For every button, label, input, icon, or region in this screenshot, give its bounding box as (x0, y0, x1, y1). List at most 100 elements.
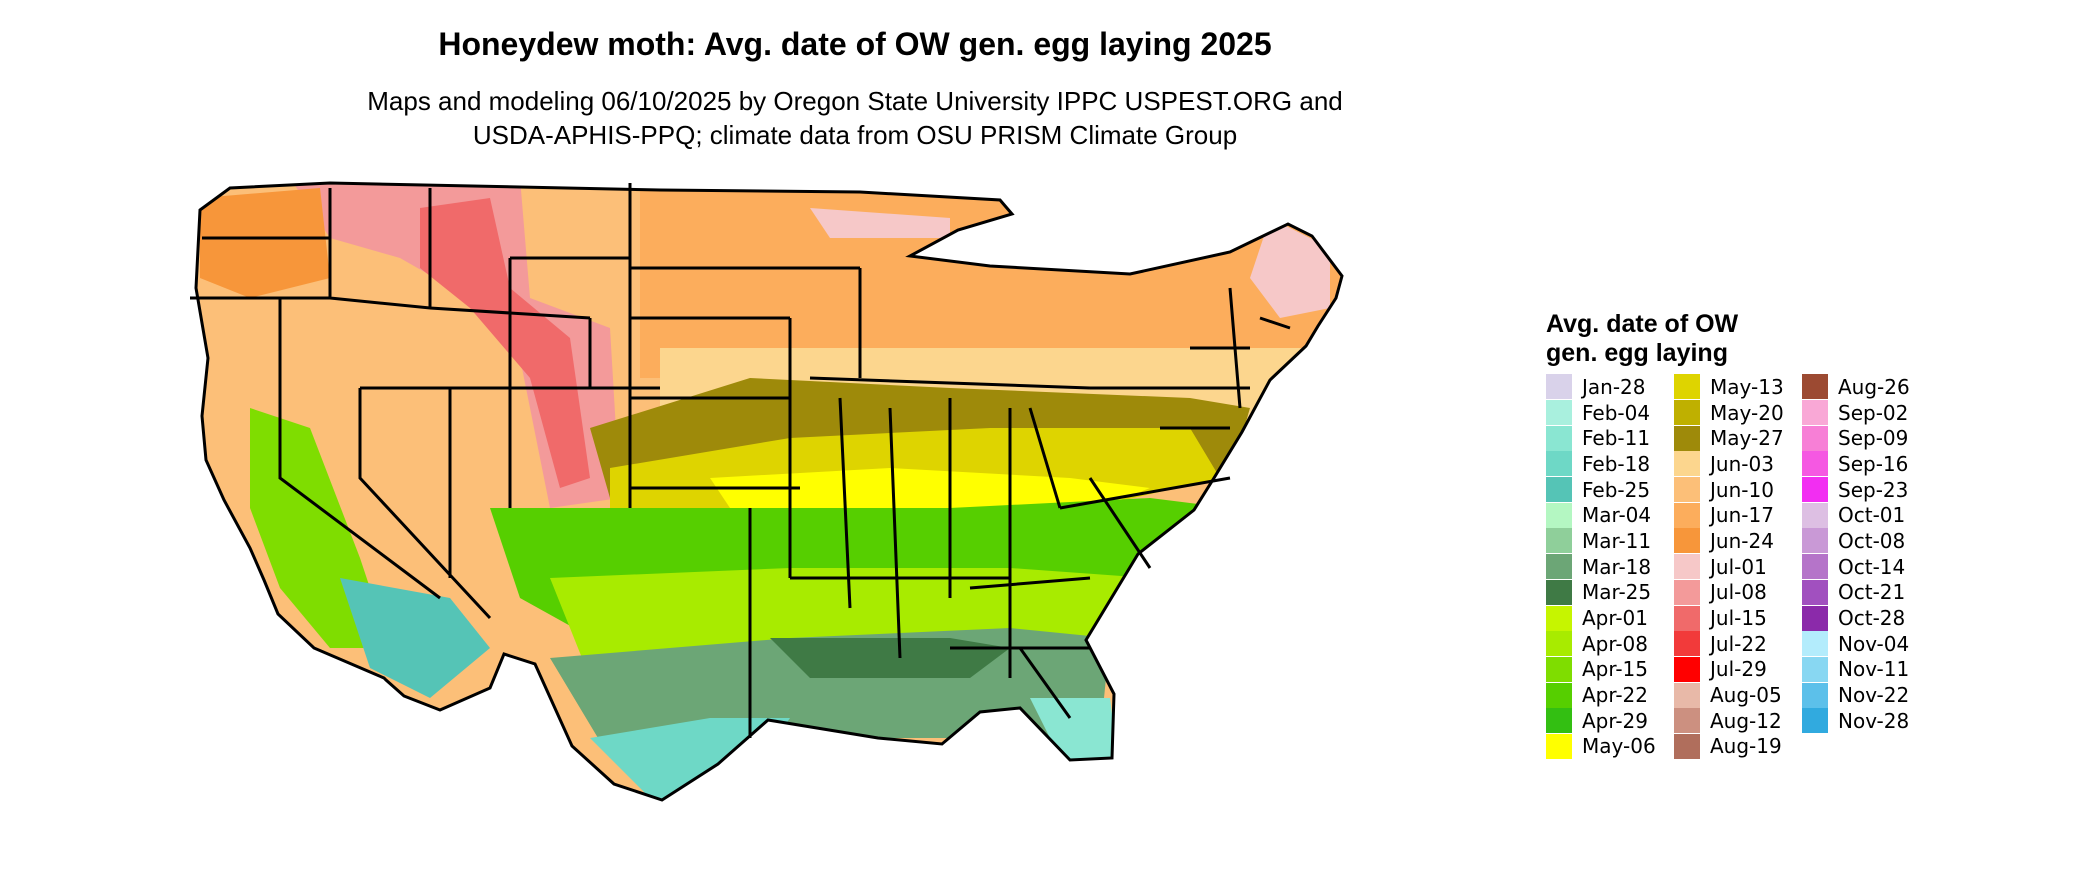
legend-label: Apr-22 (1582, 683, 1648, 708)
legend-swatch (1802, 631, 1828, 657)
legend-label: Feb-11 (1582, 426, 1651, 451)
legend-swatch (1802, 579, 1828, 605)
legend-swatch (1802, 425, 1828, 451)
legend-swatch (1546, 733, 1572, 759)
legend-item: Jul-22 (1674, 631, 1802, 657)
legend-item: Aug-12 (1674, 708, 1802, 734)
legend-item: Aug-05 (1674, 682, 1802, 708)
legend-item: Mar-25 (1546, 579, 1674, 606)
legend-swatch (1546, 374, 1572, 400)
map-title: Honeydew moth: Avg. date of OW gen. egg … (438, 26, 1272, 62)
legend-swatch (1674, 605, 1700, 631)
state-lines-west (190, 188, 660, 620)
legend-swatch (1802, 451, 1828, 477)
legend: Avg. date of OW gen. egg laying Jan-28 Fe… (1546, 310, 1930, 759)
legend-item: Oct-21 (1802, 579, 1930, 606)
legend-swatch (1674, 528, 1700, 554)
legend-swatch (1546, 502, 1572, 528)
legend-item: Aug-26 (1802, 374, 1930, 400)
march-dark (770, 638, 1010, 678)
legend-label: Aug-05 (1710, 683, 1782, 708)
legend-item: Apr-01 (1546, 605, 1674, 631)
legend-swatch (1802, 400, 1828, 426)
legend-item: May-13 (1674, 374, 1802, 400)
rockies-zone (290, 183, 620, 508)
legend-swatch (1546, 605, 1572, 631)
legend-swatch (1674, 733, 1700, 759)
subtitle-line-2: USDA-APHIS-PPQ; climate data from OSU PR… (472, 120, 1238, 150)
legend-item: Nov-04 (1802, 631, 1930, 657)
legend-label: Nov-22 (1838, 683, 1910, 708)
legend-label: Apr-29 (1582, 708, 1648, 733)
legend-swatch (1802, 528, 1828, 554)
legend-item: Jun-17 (1674, 502, 1802, 528)
legend-swatch (1802, 682, 1828, 708)
legend-label: Sep-02 (1838, 400, 1909, 425)
legend-label: Nov-04 (1838, 631, 1910, 656)
legend-item: Jul-15 (1674, 605, 1802, 631)
legend-label: Aug-26 (1838, 374, 1910, 399)
legend-item: Oct-14 (1802, 554, 1930, 580)
legend-swatch (1802, 477, 1828, 503)
legend-label: Mar-25 (1582, 580, 1652, 605)
legend-item: Apr-22 (1546, 682, 1674, 708)
feb-florida (1030, 698, 1120, 778)
legend-item: Sep-09 (1802, 425, 1930, 451)
legend-swatch (1546, 656, 1572, 682)
legend-swatch (1674, 554, 1700, 580)
legend-title: Avg. date of OW gen. egg laying (1546, 310, 1930, 368)
legend-column: Aug-26 Sep-02 Sep-09 Sep-16 Sep-23 Oct-01 Oct-… (1802, 374, 1930, 759)
state-lines-central (628, 183, 1091, 738)
legend-swatch (1802, 605, 1828, 631)
legend-swatch (1802, 656, 1828, 682)
legend-label: Jul-01 (1710, 554, 1767, 579)
map-subtitle: Maps and modeling 06/10/2025 by Oregon S… (0, 84, 1710, 152)
legend-label: Aug-12 (1710, 708, 1782, 733)
northeast-pink (1250, 218, 1330, 318)
legend-swatch (1546, 554, 1572, 580)
legend-label: Sep-09 (1838, 426, 1909, 451)
legend-swatch (1674, 631, 1700, 657)
legend-item: Oct-28 (1802, 605, 1930, 631)
legend-label: Jun-24 (1710, 528, 1774, 553)
legend-item: Jun-10 (1674, 477, 1802, 503)
legend-item: Apr-29 (1546, 708, 1674, 734)
legend-swatch (1546, 682, 1572, 708)
legend-label: Nov-11 (1838, 657, 1910, 682)
legend-label: May-20 (1710, 400, 1784, 425)
legend-swatch (1674, 477, 1700, 503)
legend-label: Mar-11 (1582, 528, 1652, 553)
legend-label: Mar-04 (1582, 503, 1652, 528)
legend-item: Nov-22 (1802, 682, 1930, 708)
legend-swatch (1546, 528, 1572, 554)
feb-gulf (590, 718, 790, 800)
legend-item: Feb-18 (1546, 451, 1674, 477)
legend-label: Oct-08 (1838, 528, 1906, 553)
legend-item: May-20 (1674, 400, 1802, 426)
legend-swatch (1546, 708, 1572, 734)
legend-label: Sep-16 (1838, 451, 1909, 476)
legend-item: May-06 (1546, 733, 1674, 760)
legend-column: Jan-28 Feb-04 Feb-11 Feb-18 Feb-25 Mar-04 Mar-… (1546, 374, 1674, 759)
legend-label: Nov-28 (1838, 708, 1910, 733)
legend-label: May-13 (1710, 374, 1784, 399)
legend-column: May-13 May-20 May-27 Jun-03 Jun-10 Jun-17 Jun-… (1674, 374, 1802, 759)
legend-swatch (1546, 477, 1572, 503)
legend-item: Jun-03 (1674, 451, 1802, 477)
legend-item: Feb-11 (1546, 425, 1674, 451)
legend-swatch (1674, 400, 1700, 426)
legend-label: Feb-25 (1582, 477, 1651, 502)
legend-swatch (1546, 631, 1572, 657)
legend-item: Apr-15 (1546, 656, 1674, 683)
legend-swatch (1802, 554, 1828, 580)
legend-label: Jun-17 (1710, 503, 1774, 528)
legend-item: Apr-08 (1546, 631, 1674, 657)
legend-label: Jul-22 (1710, 631, 1767, 656)
legend-label: Oct-14 (1838, 554, 1906, 579)
legend-swatch (1674, 656, 1700, 682)
legend-swatch (1674, 374, 1700, 400)
us-map (190, 181, 1344, 802)
legend-label: Sep-23 (1838, 477, 1909, 502)
legend-label: Oct-01 (1838, 503, 1906, 528)
subtitle-line-1: Maps and modeling 06/10/2025 by Oregon S… (367, 86, 1343, 116)
